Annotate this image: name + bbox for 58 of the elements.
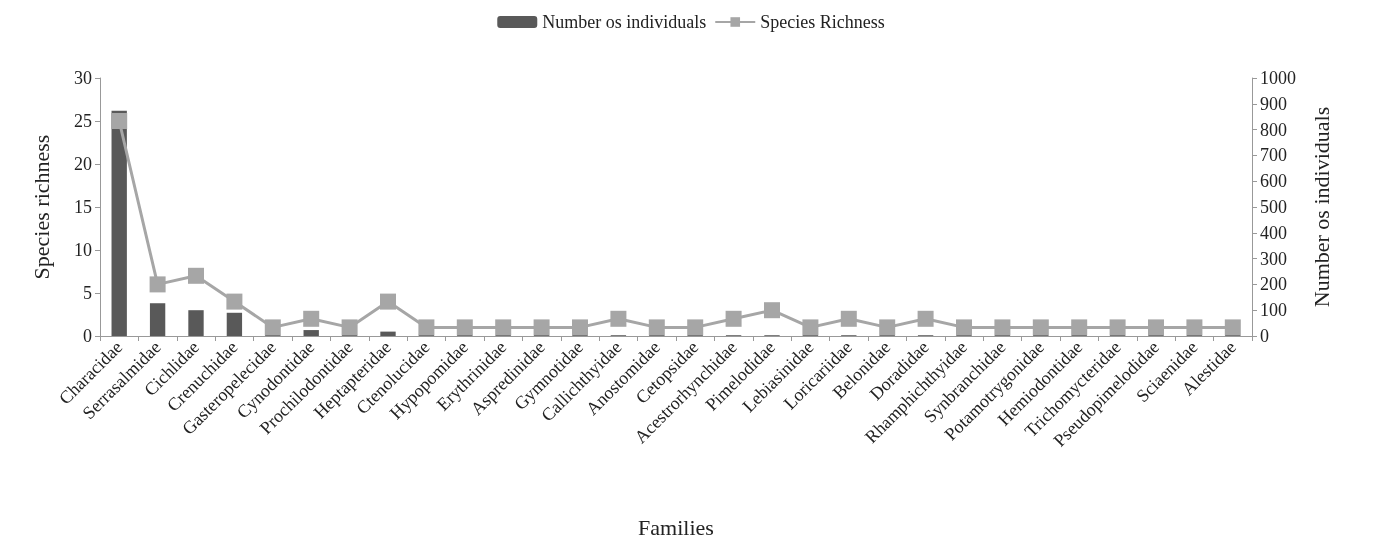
y-tick-label: 20	[74, 154, 92, 174]
point	[917, 310, 934, 327]
point	[226, 293, 243, 310]
y2-tick-label: 300	[1260, 248, 1287, 269]
point	[111, 113, 128, 129]
point	[725, 310, 742, 327]
y2-tick-label: 900	[1260, 93, 1287, 114]
point	[956, 319, 972, 336]
bar	[188, 310, 204, 336]
y-tick-label: 5	[83, 283, 92, 303]
y2-tick-label: 0	[1260, 326, 1269, 346]
point	[840, 310, 857, 327]
point	[1109, 319, 1126, 336]
legend-label: Species Richness	[760, 12, 885, 32]
point	[687, 319, 704, 336]
y-tick-label: 10	[74, 240, 92, 260]
point	[994, 319, 1011, 336]
y-tick-label: 15	[74, 197, 92, 217]
point	[149, 276, 166, 293]
point	[1186, 319, 1203, 336]
y-tick-label: 0	[83, 326, 92, 346]
point	[802, 319, 819, 336]
point	[1148, 319, 1164, 336]
point	[188, 267, 204, 284]
point	[418, 319, 435, 336]
point	[380, 293, 396, 310]
x-axis-title: Families	[638, 514, 714, 540]
legend-label: Number os individuals	[542, 12, 707, 32]
point	[764, 302, 780, 319]
y2-tick-label: 800	[1260, 119, 1287, 140]
point	[264, 319, 281, 336]
point	[495, 319, 512, 336]
y2-tick-label: 600	[1260, 171, 1287, 192]
bar	[380, 331, 396, 336]
y2-axis-title: Number os individuals	[1308, 106, 1334, 308]
point	[1032, 319, 1049, 336]
point	[1071, 319, 1088, 336]
y2-tick-label: 200	[1260, 274, 1287, 295]
point	[303, 310, 320, 327]
point	[572, 319, 588, 336]
y2-tick-label: 500	[1260, 197, 1287, 217]
point	[533, 319, 550, 336]
point	[456, 319, 473, 336]
point	[1224, 319, 1241, 336]
bar	[226, 312, 243, 336]
bar	[149, 303, 166, 336]
y2-tick-label: 700	[1260, 145, 1287, 166]
point	[879, 319, 896, 336]
y2-tick-label: 1000	[1260, 68, 1296, 88]
point	[341, 319, 358, 336]
y-tick-label: 30	[74, 68, 92, 88]
y2-tick-label: 400	[1260, 222, 1287, 243]
y-tick-label: 25	[74, 111, 92, 131]
point	[648, 319, 665, 336]
point	[610, 310, 627, 327]
y2-tick-label: 100	[1260, 300, 1287, 321]
bar	[303, 330, 319, 336]
y-axis-title: Species richness	[28, 134, 54, 280]
